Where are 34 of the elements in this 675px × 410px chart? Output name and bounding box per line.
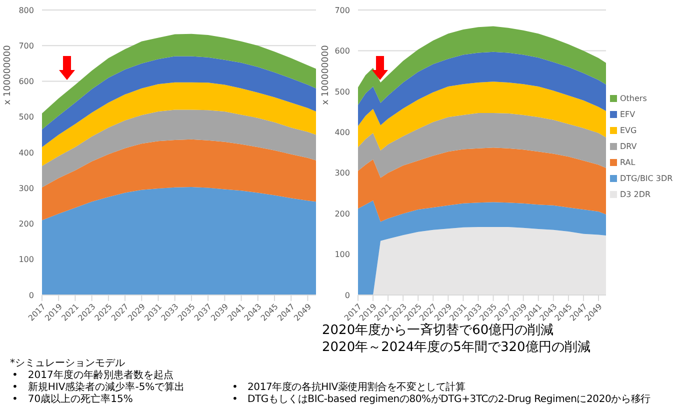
text: • 2017年度の年齢別患者数を起点	[12, 370, 174, 382]
legend-label: RAL	[620, 158, 636, 166]
text: • 2017年度の各抗HIV薬使用割合を不変として計算	[232, 382, 466, 394]
legend-label: EFV	[620, 110, 636, 118]
y-tick-label: 300	[18, 184, 34, 193]
y-axis-title: x 100000000	[2, 44, 14, 107]
y-axis-title: x 100000000	[320, 44, 332, 107]
text: 2020年度から一斉切替で60億円の削減	[322, 322, 555, 339]
legend-label: D3 2DR	[620, 190, 651, 198]
y-tick-label: 500	[18, 112, 34, 122]
text: • 70歳以上の死亡率15%	[12, 394, 134, 406]
y-tick-label: 600	[334, 46, 350, 56]
y-tick-label: 100	[18, 255, 34, 264]
y-tick-label: 400	[18, 148, 34, 158]
y-tick-label: 200	[334, 209, 350, 218]
y-tick-label: 500	[334, 87, 350, 96]
y-tick-label: 0	[344, 290, 350, 300]
y-tick-label: 700	[18, 41, 34, 50]
legend-label: EVG	[620, 126, 637, 134]
y-tick-label: 400	[334, 128, 350, 137]
text: • DTGもしくはBIC-based regimenの80%がDTG+3TCの2-Drug Regimenに2020から移行	[232, 394, 650, 406]
y-tick-label: 0	[28, 290, 34, 300]
y-tick-label: 200	[18, 220, 34, 229]
legend-label: Others	[620, 94, 647, 102]
y-tick-label: 100	[334, 250, 350, 260]
y-tick-label: 800	[18, 6, 34, 15]
y-tick-label: 600	[18, 77, 34, 86]
legend-label: DTG/BIC 3DR	[620, 174, 673, 182]
text: 2020年～2024年度の5年間で320億円の削減	[322, 339, 590, 356]
y-tick-label: 700	[334, 6, 350, 15]
y-tick-label: 300	[334, 168, 350, 178]
text: *シミュレーションモデル	[10, 358, 126, 370]
text: • 新規HIV感染者の減少率-5%で算出	[12, 382, 185, 394]
legend-label: DRV	[620, 142, 637, 150]
